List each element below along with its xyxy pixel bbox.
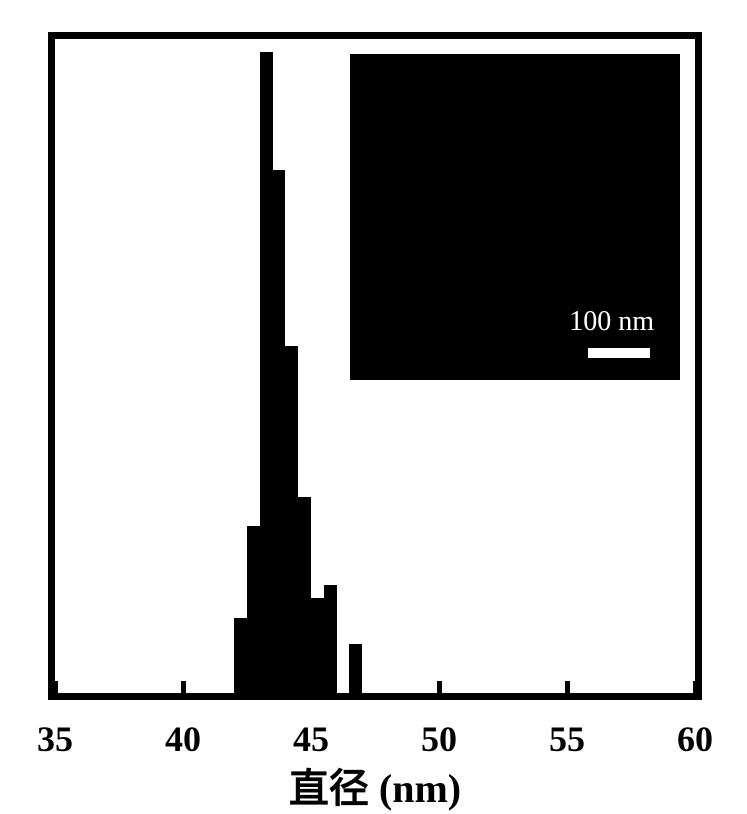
histogram-bar bbox=[324, 585, 337, 693]
x-tick bbox=[565, 681, 570, 693]
x-tick bbox=[437, 681, 442, 693]
histogram-bar bbox=[247, 526, 260, 693]
histogram-bar bbox=[298, 497, 311, 693]
x-tick-label: 60 bbox=[677, 718, 713, 760]
histogram-bar bbox=[234, 618, 247, 693]
x-tick bbox=[309, 681, 314, 693]
x-tick-label: 45 bbox=[293, 718, 329, 760]
x-tick-label: 50 bbox=[421, 718, 457, 760]
x-tick bbox=[693, 681, 698, 693]
histogram-bar bbox=[349, 644, 362, 693]
x-tick-label: 40 bbox=[165, 718, 201, 760]
scale-bar bbox=[588, 348, 650, 358]
x-tick bbox=[53, 681, 58, 693]
x-tick-label: 55 bbox=[549, 718, 585, 760]
histogram-bar bbox=[260, 52, 273, 693]
x-tick-label: 35 bbox=[37, 718, 73, 760]
x-axis-title: 直径 (nm) bbox=[289, 756, 461, 814]
x-tick bbox=[181, 681, 186, 693]
histogram-bar bbox=[285, 346, 298, 693]
scale-bar-label: 100 nm bbox=[569, 306, 654, 338]
figure-root: 35 40 45 50 55 60 直径 (nm) 100 nm bbox=[0, 0, 747, 811]
inset-image: 100 nm bbox=[350, 54, 680, 380]
histogram-bar bbox=[273, 170, 286, 693]
histogram-bar bbox=[311, 598, 324, 693]
